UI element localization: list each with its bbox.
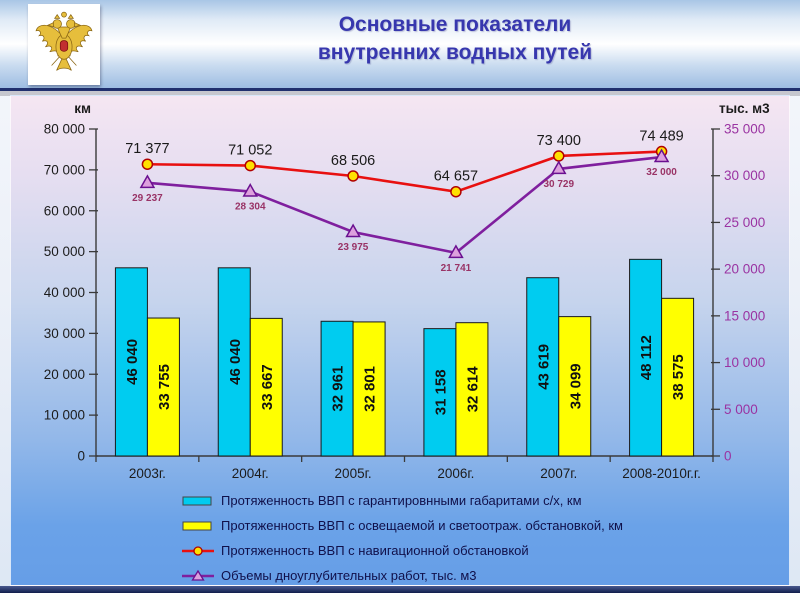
- left-axis-tick-label: 10 000: [44, 408, 85, 423]
- legend-item: Протяженность ВВП с освещаемой и светоот…: [181, 513, 789, 538]
- line-value-label: 28 304: [235, 202, 266, 213]
- legend-label: Протяженность ВВП с освещаемой и светоот…: [221, 518, 623, 533]
- right-axis-tick-label: 30 000: [724, 168, 765, 183]
- legend-label: Объемы дноуглубительных работ, тыс. м3: [221, 568, 477, 583]
- bar: [146, 317, 180, 457]
- chart-svg: км тыс. м3 0 10 000 20 000 30 000 40 000 50 000…: [44, 101, 770, 481]
- line-value-label: 32 000: [646, 167, 677, 178]
- bar-value-label: 48 112: [638, 335, 655, 380]
- x-axis-category-label: 2004г.: [232, 466, 269, 481]
- bar-value-label: 34 099: [567, 363, 584, 409]
- x-axis-category-label: 2008-2010г.г.: [622, 466, 701, 481]
- line-value-label: 21 741: [441, 263, 472, 274]
- bar: [320, 320, 354, 457]
- line-value-label: 71 377: [125, 141, 169, 157]
- legend-bar-swatch: [182, 521, 212, 530]
- line-value-label: 68 506: [331, 153, 375, 169]
- legend-bar-swatch: [182, 496, 212, 505]
- right-axis-tick-label: 15 000: [724, 308, 765, 323]
- legend-triangle-marker-swatch: [182, 569, 214, 581]
- left-axis-tick-label: 70 000: [44, 162, 85, 177]
- legend-item: Протяженность ВВП с навигационной обстан…: [181, 538, 789, 563]
- bar: [629, 258, 663, 457]
- triangle-marker: [550, 160, 567, 175]
- line-value-label: 30 729: [543, 179, 574, 190]
- slide-header: Основные показатели внутренних водных пу…: [0, 0, 800, 91]
- triangle-marker: [653, 148, 670, 163]
- left-axis-tick-label: 30 000: [44, 326, 85, 341]
- left-axis-unit-label: км: [74, 101, 91, 116]
- bar: [455, 322, 489, 457]
- coat-of-arms: [28, 4, 100, 85]
- circle-marker: [553, 150, 565, 162]
- line-value-label: 23 975: [338, 242, 369, 253]
- line-series: [147, 150, 662, 194]
- bar-value-label: 31 158: [432, 369, 449, 415]
- bar: [526, 277, 560, 457]
- legend-item: Протяженность ВВП с гарантировнными габа…: [181, 488, 789, 513]
- left-axis-tick-label: 60 000: [44, 203, 85, 218]
- bar-value-label: 43 619: [535, 344, 552, 390]
- bar: [352, 321, 386, 457]
- bar: [423, 328, 457, 457]
- line-series: [147, 155, 662, 255]
- page-title: Основные показатели внутренних водных пу…: [130, 11, 780, 67]
- page-title-line1: Основные показатели: [338, 13, 572, 36]
- line-value-label: 29 237: [132, 193, 163, 204]
- legend-label: Протяженность ВВП с гарантировнными габа…: [221, 493, 582, 508]
- chart-legend: Протяженность ВВП с гарантировнными габа…: [181, 488, 789, 588]
- right-axis-tick-label: 35 000: [724, 122, 765, 137]
- chart-panel: км тыс. м3 0 10 000 20 000 30 000 40 000 50 000…: [10, 95, 790, 586]
- bar-value-label: 32 961: [330, 366, 347, 412]
- left-axis-tick-label: 50 000: [44, 244, 85, 259]
- circle-marker: [450, 185, 462, 198]
- bar: [661, 297, 695, 457]
- bar-value-label: 32 614: [464, 366, 481, 413]
- legend-item: Объемы дноуглубительных работ, тыс. м3: [181, 563, 789, 588]
- x-axis-category-label: 2003г.: [129, 466, 166, 481]
- page-title-line2: внутренних водных путей: [317, 41, 593, 64]
- bar-value-label: 32 801: [362, 366, 379, 412]
- x-axis-category-label: 2005г.: [335, 466, 372, 481]
- left-axis-tick-label: 80 000: [44, 122, 85, 137]
- bar-value-label: 46 040: [124, 339, 141, 385]
- circle-marker: [347, 170, 359, 182]
- circle-marker: [244, 159, 256, 172]
- bar-value-label: 33 667: [259, 364, 276, 410]
- bar: [558, 316, 592, 457]
- bottom-bar: [0, 586, 800, 593]
- triangle-marker: [242, 183, 259, 197]
- left-axis-tick-label: 0: [77, 449, 85, 464]
- line-value-label: 73 400: [537, 133, 581, 149]
- coat-of-arms-icon: [35, 11, 93, 71]
- right-axis-tick-label: 20 000: [724, 262, 765, 277]
- right-axis-tick-label: 5 000: [724, 402, 758, 417]
- line-value-label: 64 657: [434, 169, 478, 185]
- line-value-label: 74 489: [639, 129, 683, 145]
- bar: [249, 317, 283, 457]
- left-axis-tick-label: 40 000: [44, 285, 85, 300]
- bar-value-label: 38 575: [670, 354, 687, 400]
- triangle-marker: [345, 223, 361, 238]
- legend-label: Протяженность ВВП с навигационной обстан…: [221, 543, 529, 558]
- circle-marker: [141, 158, 154, 170]
- legend-circle-marker-swatch: [182, 545, 214, 556]
- right-axis-tick-label: 10 000: [724, 355, 765, 370]
- bar-value-label: 33 755: [156, 364, 173, 410]
- x-axis-category-label: 2006г.: [437, 466, 474, 481]
- bar-value-label: 46 040: [227, 339, 244, 385]
- triangle-marker: [139, 174, 156, 189]
- right-axis-unit-label: тыс. м3: [719, 101, 770, 116]
- line-value-label: 71 052: [228, 143, 272, 159]
- triangle-marker: [448, 244, 464, 259]
- left-axis-tick-label: 20 000: [44, 367, 85, 382]
- bottom-margin: [0, 593, 800, 600]
- right-axis-tick-label: 25 000: [724, 215, 765, 230]
- right-axis-tick-label: 0: [724, 449, 732, 464]
- x-axis-category-label: 2007г.: [540, 466, 577, 481]
